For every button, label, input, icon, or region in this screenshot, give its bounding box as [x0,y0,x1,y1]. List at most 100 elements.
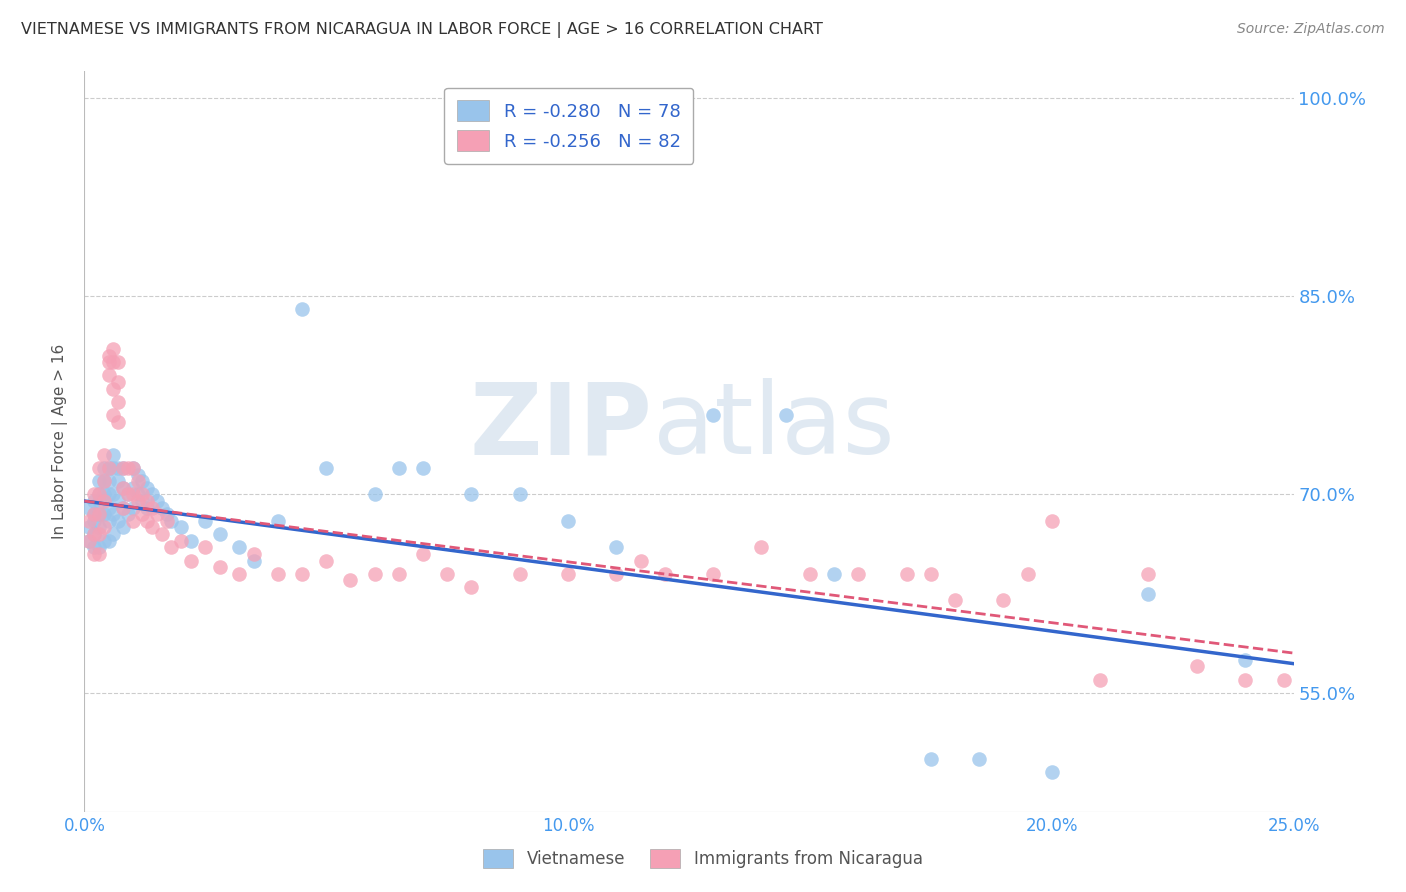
Point [83,514,105,528]
Point [228,541,250,555]
Point [87,520,110,534]
Point [121,500,143,515]
Point [509,566,531,581]
Point [412,547,434,561]
Point [127,487,149,501]
Point [77,533,100,548]
Point [112,500,135,515]
Point [460,487,482,501]
Point [103,487,125,501]
Point [291,566,314,581]
Point [180,533,202,548]
Point [97,474,120,488]
Point [388,566,411,581]
Point [1040,514,1063,528]
Point [654,566,676,581]
Point [267,566,290,581]
Point [141,487,163,501]
Point [436,566,458,581]
Point [170,520,193,534]
Point [146,494,169,508]
Point [460,580,482,594]
Point [107,375,129,389]
Point [127,494,149,508]
Point [107,514,129,528]
Point [107,474,129,488]
Point [412,461,434,475]
Point [107,355,129,369]
Point [388,461,411,475]
Point [77,520,100,534]
Point [103,461,125,475]
Point [83,487,105,501]
Legend: Vietnamese, Immigrants from Nicaragua: Vietnamese, Immigrants from Nicaragua [477,842,929,875]
Point [93,461,115,475]
Point [1234,673,1257,687]
Point [117,461,139,475]
Point [1137,586,1160,600]
Point [83,508,105,522]
Text: Source: ZipAtlas.com: Source: ZipAtlas.com [1237,22,1385,37]
Point [605,566,627,581]
Point [112,481,135,495]
Point [83,541,105,555]
Point [93,520,115,534]
Point [112,461,135,475]
Point [141,500,163,515]
Point [121,461,143,475]
Point [136,481,159,495]
Point [509,487,531,501]
Point [97,500,120,515]
Point [131,487,153,501]
Text: VIETNAMESE VS IMMIGRANTS FROM NICARAGUA IN LABOR FORCE | AGE > 16 CORRELATION CH: VIETNAMESE VS IMMIGRANTS FROM NICARAGUA … [21,22,823,38]
Point [170,533,193,548]
Point [920,752,942,766]
Point [702,408,724,422]
Point [155,508,177,522]
Point [1088,673,1111,687]
Point [363,566,385,581]
Point [1272,673,1295,687]
Point [93,474,115,488]
Point [1234,653,1257,667]
Point [155,514,177,528]
Point [83,508,105,522]
Point [97,461,120,475]
Point [557,514,579,528]
Point [117,487,139,501]
Point [117,508,139,522]
Point [967,752,990,766]
Point [131,494,153,508]
Point [993,593,1015,607]
Point [97,349,120,363]
Point [702,566,724,581]
Point [77,533,100,548]
Point [315,461,337,475]
Point [93,494,115,508]
Point [242,553,264,567]
Point [1137,566,1160,581]
Point [112,500,135,515]
Point [1017,566,1039,581]
Point [93,474,115,488]
Point [194,514,217,528]
Point [363,487,385,501]
Point [93,448,115,462]
Point [131,508,153,522]
Point [83,527,105,541]
Point [97,514,120,528]
Point [180,553,202,567]
Point [799,566,821,581]
Text: atlas: atlas [652,378,894,475]
Point [136,494,159,508]
Point [131,474,153,488]
Point [1040,765,1063,780]
Point [87,547,110,561]
Point [83,494,105,508]
Point [83,527,105,541]
Point [103,408,125,422]
Point [127,474,149,488]
Point [103,355,125,369]
Point [630,553,652,567]
Point [83,547,105,561]
